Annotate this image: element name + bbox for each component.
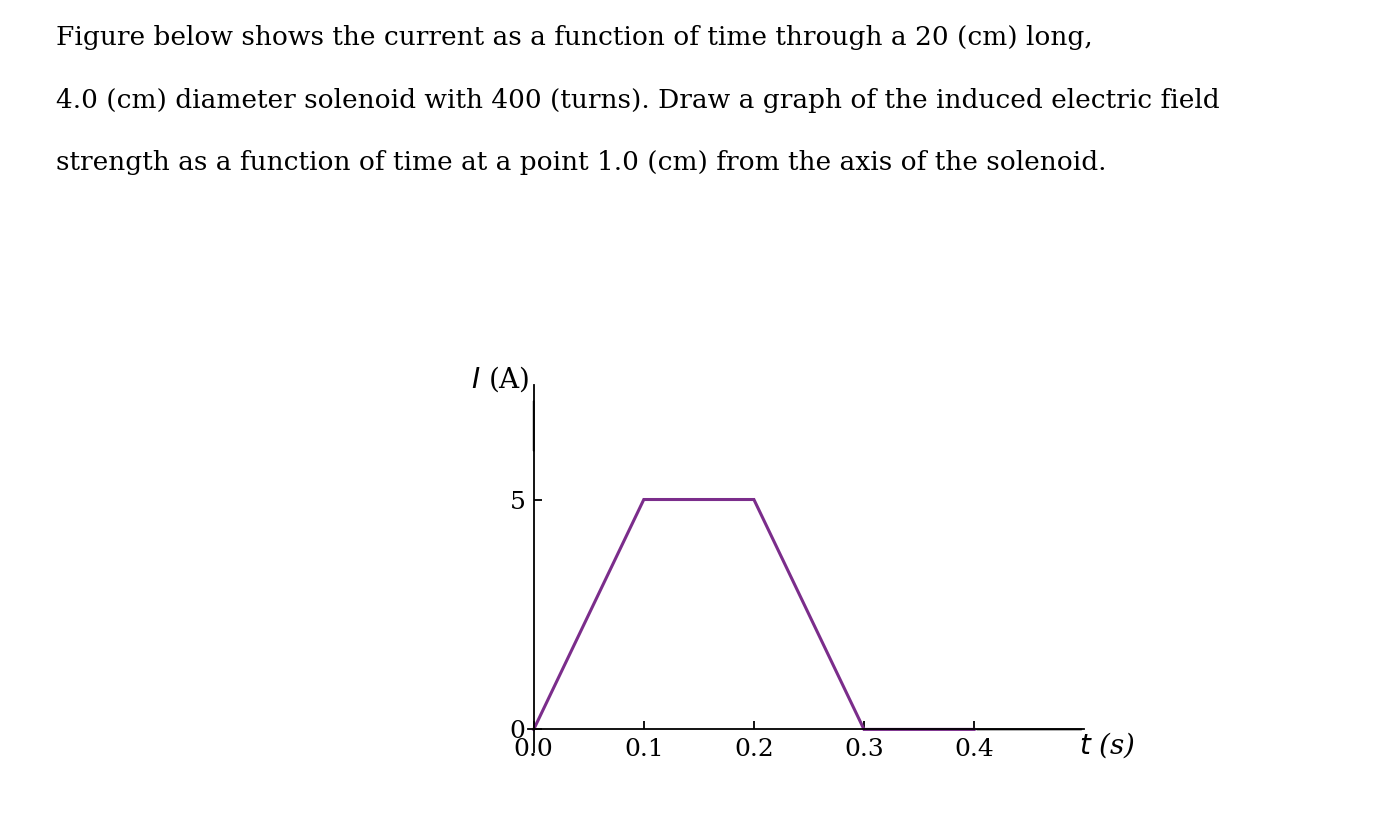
Text: Figure below shows the current as a function of time through a 20 (cm) long,: Figure below shows the current as a func… bbox=[56, 25, 1093, 50]
Text: $t$ (s): $t$ (s) bbox=[1079, 731, 1136, 761]
Text: strength as a function of time at a point 1.0 (cm) from the axis of the solenoid: strength as a function of time at a poin… bbox=[56, 150, 1106, 176]
Text: 4.0 (cm) diameter solenoid with 400 (turns). Draw a graph of the induced electri: 4.0 (cm) diameter solenoid with 400 (tur… bbox=[56, 88, 1219, 113]
Text: $I$ (A): $I$ (A) bbox=[471, 364, 530, 394]
